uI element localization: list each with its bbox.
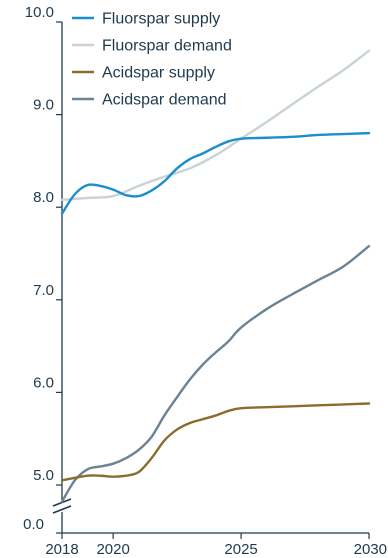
legend: Fluorspar supply Fluorspar demand Acidspar… [72,11,232,109]
x-tick-label: 2030 [354,541,387,558]
x-tick-label: 2025 [224,541,257,558]
legend-label-fluorspar-demand: Fluorspar demand [102,38,232,55]
x-tick-label: 2020 [96,541,129,558]
legend-label-fluorspar-supply: Fluorspar supply [102,11,220,28]
y-break-label: 0.0 [23,516,44,533]
y-tick-label: 8.0 [33,189,54,206]
y-tick-label: 7.0 [33,282,54,299]
y-tick-label: 9.0 [33,97,54,114]
series-line-acidspar-supply [60,402,371,482]
series-line-acidspar-demand [60,244,371,503]
y-tick-label: 5.0 [33,467,54,484]
series-line-fluorspar-demand [60,49,371,201]
axis-break-mark [52,505,72,514]
series-line-fluorspar-supply [60,131,371,215]
series-layer [60,49,371,503]
y-tick-label: 6.0 [33,374,54,391]
legend-label-acidspar-supply: Acidspar supply [102,65,215,82]
y-tick-label: 10.0 [25,4,54,21]
legend-label-acidspar-demand: Acidspar demand [102,92,227,109]
x-tick-label: 2018 [45,541,78,558]
